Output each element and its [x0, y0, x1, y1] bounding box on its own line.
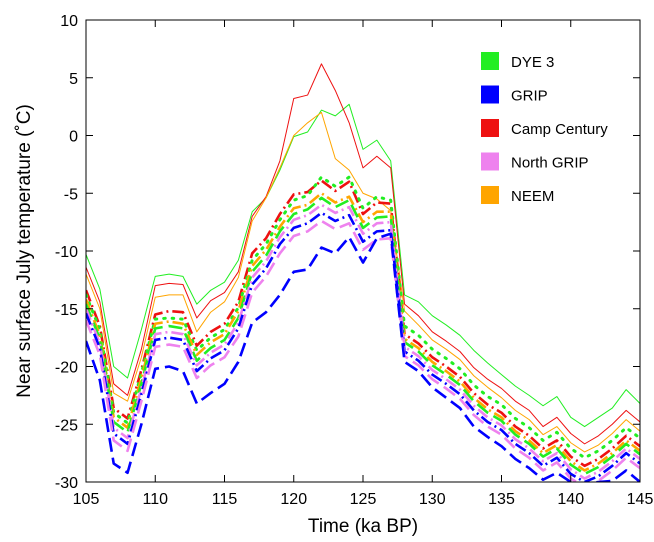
legend-label: North GRIP — [511, 155, 589, 172]
series-line-5 — [86, 175, 640, 460]
series-line-1 — [86, 103, 640, 428]
y-tick-label: -25 — [55, 417, 78, 434]
legend-swatch — [481, 186, 499, 204]
legend-label: Camp Century — [511, 121, 608, 138]
axis-ticks: 105 110 115 120 125 130 135 140 145-30-25-20-15-… — [55, 13, 654, 508]
legend-swatch — [481, 152, 499, 171]
legend-swatch — [481, 119, 499, 137]
x-axis-label: Time (ka BP) — [308, 516, 418, 537]
x-tick-label: 145 — [627, 491, 654, 508]
series-line-2 — [86, 63, 640, 445]
x-tick-label: 130 — [419, 491, 446, 508]
x-tick-label: 125 — [350, 491, 377, 508]
y-tick-label: -30 — [55, 475, 78, 492]
legend-swatch — [481, 52, 499, 70]
series-line-4 — [86, 179, 640, 468]
series-line-7 — [86, 196, 640, 476]
x-tick-label: 140 — [557, 491, 584, 508]
y-tick-label: -5 — [64, 186, 78, 203]
y-axis-label: Near surface July temperature (˚C) — [14, 104, 35, 398]
series-line-11 — [86, 232, 640, 482]
y-tick-label: 5 — [69, 71, 78, 88]
x-tick-label: 120 — [280, 491, 307, 508]
legend-swatch — [481, 85, 499, 104]
series-line-9 — [86, 211, 640, 482]
y-tick-label: -15 — [55, 302, 78, 319]
legend-label: DYE 3 — [511, 54, 554, 71]
series-line-10 — [86, 219, 640, 482]
x-tick-label: 105 — [73, 491, 100, 508]
x-tick-label: 135 — [488, 491, 515, 508]
legend: DYE 3 GRIP Camp Century North GRIP NEEM — [481, 52, 608, 205]
y-tick-label: -20 — [55, 360, 78, 377]
legend-label: NEEM — [511, 188, 554, 205]
series-line-6 — [86, 191, 640, 472]
y-tick-label: 10 — [60, 13, 78, 30]
legend-label: GRIP — [511, 88, 548, 105]
y-tick-label: 0 — [69, 129, 78, 146]
y-tick-label: -10 — [55, 244, 78, 261]
series-layer — [86, 63, 640, 482]
x-tick-label: 115 — [212, 491, 238, 508]
series-line-3 — [86, 111, 640, 453]
series-line-8 — [86, 203, 640, 480]
x-tick-label: 110 — [142, 491, 168, 508]
